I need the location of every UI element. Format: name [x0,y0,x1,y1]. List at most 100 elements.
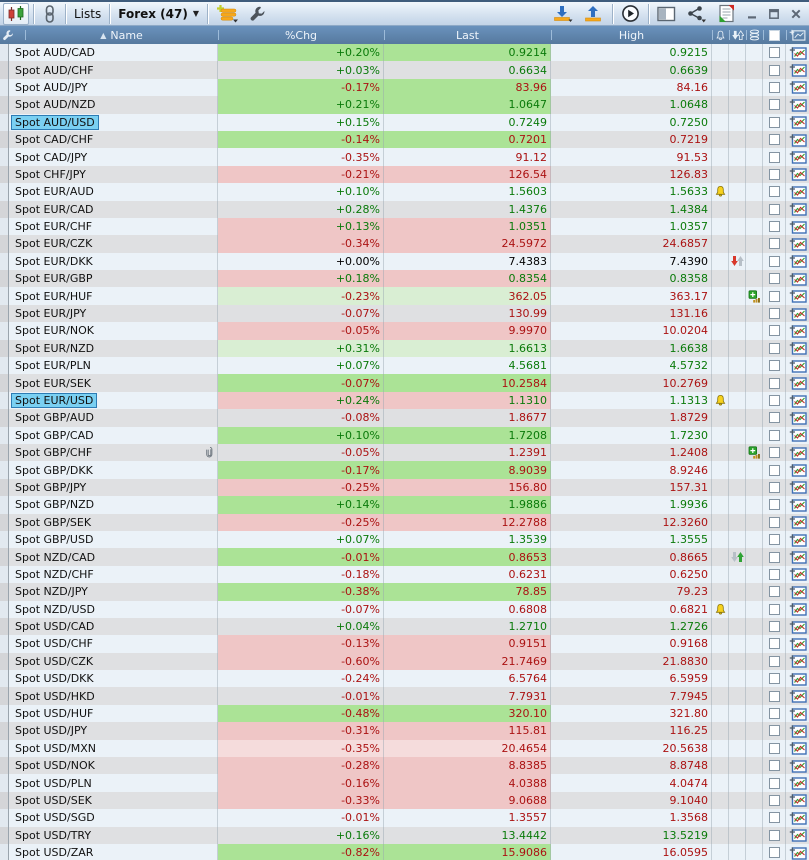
table-row[interactable]: Spot AUD/JPY -0.17% 83.96 84.16 [0,78,809,97]
open-chart-icon[interactable] [789,376,807,390]
row-checkbox[interactable] [768,203,780,215]
instrument-name-cell[interactable]: Spot AUD/NZD [9,96,218,114]
high-price-cell[interactable]: 1.8729 [551,409,712,427]
last-price-cell[interactable]: 320.10 [384,704,551,723]
high-price-cell[interactable]: 1.4384 [551,200,712,218]
row-checkbox[interactable] [768,447,780,459]
high-price-cell[interactable]: 0.8665 [551,548,712,566]
table-row[interactable]: Spot EUR/GBP +0.18% 0.8354 0.8358 [0,270,809,288]
high-price-cell[interactable]: 1.3555 [551,530,712,549]
open-chart-icon[interactable] [789,133,807,147]
table-row[interactable]: Spot AUD/CAD +0.20% 0.9214 0.9215 [0,44,809,62]
pct-change-cell[interactable]: +0.00% [218,252,384,271]
open-chart-icon[interactable] [789,359,807,373]
high-price-cell[interactable]: 16.0595 [551,843,712,860]
pct-change-cell[interactable]: +0.28% [218,200,384,218]
row-checkbox[interactable] [768,586,780,598]
row-checkbox[interactable] [768,812,780,824]
instrument-name-cell[interactable]: Spot AUD/CHF [9,61,218,79]
instrument-name-cell[interactable]: Spot NZD/CAD [9,548,218,566]
row-handle[interactable] [0,722,9,740]
table-row[interactable]: Spot EUR/PLN +0.07% 4.5681 4.5732 [0,357,809,375]
last-price-cell[interactable]: 1.0647 [384,96,551,114]
open-chart-icon[interactable] [789,793,807,808]
instrument-name-cell[interactable]: Spot USD/SEK [9,791,218,810]
row-handle[interactable] [0,478,9,497]
column-header-alerts[interactable] [712,26,729,44]
last-price-cell[interactable]: 91.12 [384,148,551,166]
open-chart-icon[interactable] [789,637,807,651]
row-handle[interactable] [0,583,9,601]
open-chart-icon[interactable] [789,254,807,269]
pct-change-cell[interactable]: -0.28% [218,757,384,775]
last-price-cell[interactable]: 83.96 [384,78,551,97]
table-row[interactable]: Spot USD/SEK -0.33% 9.0688 9.1040 [0,791,809,810]
pct-change-cell[interactable]: +0.15% [218,113,384,131]
high-price-cell[interactable]: 363.17 [551,287,712,305]
open-chart-icon[interactable] [789,759,807,773]
last-price-cell[interactable]: 15.9086 [384,843,551,860]
row-checkbox[interactable] [768,638,780,650]
instrument-name-cell[interactable]: Spot GBP/DKK [9,461,218,479]
table-row[interactable]: Spot EUR/CAD +0.28% 1.4376 1.4384 [0,200,809,218]
table-row[interactable]: Spot GBP/USD +0.07% 1.3539 1.3555 [0,530,809,549]
row-handle[interactable] [0,635,9,653]
row-handle[interactable] [0,44,9,62]
row-handle[interactable] [0,113,9,131]
column-header-chart[interactable] [786,26,809,44]
table-row[interactable]: Spot USD/HUF -0.48% 320.10 321.80 [0,704,809,723]
pct-change-cell[interactable]: -0.48% [218,704,384,723]
high-price-cell[interactable]: 6.5959 [551,670,712,688]
instrument-name-cell[interactable]: Spot AUD/JPY [9,78,218,97]
open-chart-icon[interactable] [789,237,807,251]
table-row[interactable]: Spot USD/ZAR -0.82% 15.9086 16.0595 [0,843,809,860]
row-checkbox[interactable] [768,760,780,772]
last-price-cell[interactable]: 1.9886 [384,496,551,514]
row-handle[interactable] [0,374,9,392]
high-price-cell[interactable]: 1.3568 [551,809,712,827]
table-row[interactable]: Spot GBP/CAD +0.10% 1.7208 1.7230 [0,426,809,444]
row-handle[interactable] [0,739,9,758]
row-handle[interactable] [0,148,9,166]
instrument-name-cell[interactable]: Spot EUR/GBP [9,270,218,288]
row-checkbox[interactable] [768,516,780,528]
row-checkbox[interactable] [768,99,780,111]
row-checkbox[interactable] [768,151,780,163]
instrument-name-cell[interactable]: Spot AUD/USD [9,113,218,131]
instrument-name-cell[interactable]: Spot EUR/SEK [9,374,218,392]
pct-change-cell[interactable]: -0.35% [218,148,384,166]
table-row[interactable]: Spot USD/SGD -0.01% 1.3557 1.3568 [0,809,809,827]
instrument-name-cell[interactable]: Spot EUR/CZK [9,235,218,253]
last-price-cell[interactable]: 0.8354 [384,270,551,288]
table-row[interactable]: Spot USD/TRY +0.16% 13.4442 13.5219 [0,826,809,844]
open-chart-icon[interactable] [789,811,807,825]
instrument-name-cell[interactable]: Spot EUR/PLN [9,357,218,375]
row-handle[interactable] [0,357,9,375]
instrument-name-cell[interactable]: Spot NZD/JPY [9,583,218,601]
table-row[interactable]: Spot NZD/JPY -0.38% 78.85 79.23 [0,583,809,601]
instrument-name-cell[interactable]: Spot EUR/NOK [9,322,218,340]
row-checkbox[interactable] [768,655,780,667]
last-price-cell[interactable]: 0.6634 [384,61,551,79]
open-chart-icon[interactable] [789,115,807,129]
instrument-name-cell[interactable]: Spot EUR/USD [9,391,218,410]
pct-change-cell[interactable]: -0.07% [218,374,384,392]
table-row[interactable]: Spot USD/JPY -0.31% 115.81 116.25 [0,722,809,740]
instrument-name-cell[interactable]: Spot GBP/JPY [9,478,218,497]
row-checkbox[interactable] [768,47,780,59]
table-row[interactable]: Spot GBP/JPY -0.25% 156.80 157.31 [0,478,809,497]
row-handle[interactable] [0,235,9,253]
pct-change-cell[interactable]: +0.14% [218,496,384,514]
row-checkbox[interactable] [768,464,780,476]
table-row[interactable]: Spot AUD/NZD +0.21% 1.0647 1.0648 [0,96,809,114]
open-chart-icon[interactable] [789,567,807,582]
pct-change-cell[interactable]: -0.21% [218,165,384,184]
open-chart-icon[interactable] [789,585,807,599]
row-handle[interactable] [0,617,9,636]
row-handle[interactable] [0,165,9,184]
column-settings-button[interactable] [0,26,25,44]
instrument-name-cell[interactable]: Spot USD/DKK [9,670,218,688]
high-price-cell[interactable]: 91.53 [551,148,712,166]
high-price-cell[interactable]: 126.83 [551,165,712,184]
open-chart-icon[interactable] [789,689,807,703]
